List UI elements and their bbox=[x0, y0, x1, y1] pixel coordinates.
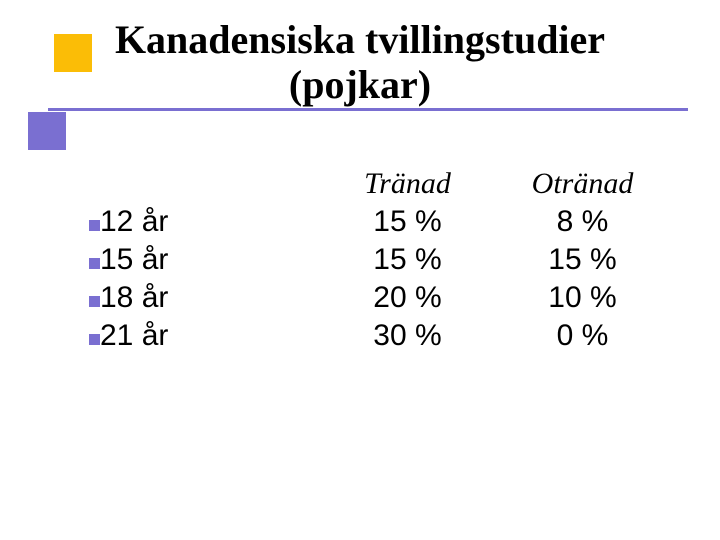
cell-trained: 15 % bbox=[320, 203, 495, 241]
row-label: 18 år bbox=[100, 279, 320, 317]
slide-title: Kanadensiska tvillingstudier (pojkar) bbox=[40, 18, 680, 108]
table-header-row: Tränad Otränad bbox=[50, 165, 670, 203]
bullet-icon bbox=[89, 296, 100, 307]
slide: Kanadensiska tvillingstudier (pojkar) Tr… bbox=[0, 0, 720, 540]
content-region: Tränad Otränad 12 år 15 % 8 % 15 år 15 %… bbox=[0, 165, 720, 355]
row-label: 15 år bbox=[100, 241, 320, 279]
accent-square-yellow bbox=[54, 34, 92, 72]
data-table: Tränad Otränad 12 år 15 % 8 % 15 år 15 %… bbox=[50, 165, 670, 355]
row-bullet bbox=[50, 317, 100, 355]
row-bullet bbox=[50, 279, 100, 317]
row-bullet bbox=[50, 241, 100, 279]
cell-untrained: 15 % bbox=[495, 241, 670, 279]
table-row: 12 år 15 % 8 % bbox=[50, 203, 670, 241]
title-region: Kanadensiska tvillingstudier (pojkar) bbox=[0, 0, 720, 108]
table-row: 15 år 15 % 15 % bbox=[50, 241, 670, 279]
row-bullet bbox=[50, 203, 100, 241]
cell-untrained: 10 % bbox=[495, 279, 670, 317]
cell-untrained: 0 % bbox=[495, 317, 670, 355]
title-underline bbox=[48, 108, 688, 111]
row-label: 21 år bbox=[100, 317, 320, 355]
table-row: 21 år 30 % 0 % bbox=[50, 317, 670, 355]
cell-untrained: 8 % bbox=[495, 203, 670, 241]
col-header-trained: Tränad bbox=[320, 165, 495, 203]
accent-square-purple bbox=[28, 112, 66, 150]
col-header-untrained: Otränad bbox=[495, 165, 670, 203]
cell-trained: 20 % bbox=[320, 279, 495, 317]
title-line-1: Kanadensiska tvillingstudier bbox=[115, 17, 605, 62]
table-header-rowlabel bbox=[100, 165, 320, 203]
title-line-2: (pojkar) bbox=[289, 62, 431, 107]
bullet-icon bbox=[89, 220, 100, 231]
cell-trained: 30 % bbox=[320, 317, 495, 355]
bullet-icon bbox=[89, 258, 100, 269]
row-label: 12 år bbox=[100, 203, 320, 241]
table-header-empty bbox=[50, 165, 100, 203]
cell-trained: 15 % bbox=[320, 241, 495, 279]
table-row: 18 år 20 % 10 % bbox=[50, 279, 670, 317]
bullet-icon bbox=[89, 334, 100, 345]
